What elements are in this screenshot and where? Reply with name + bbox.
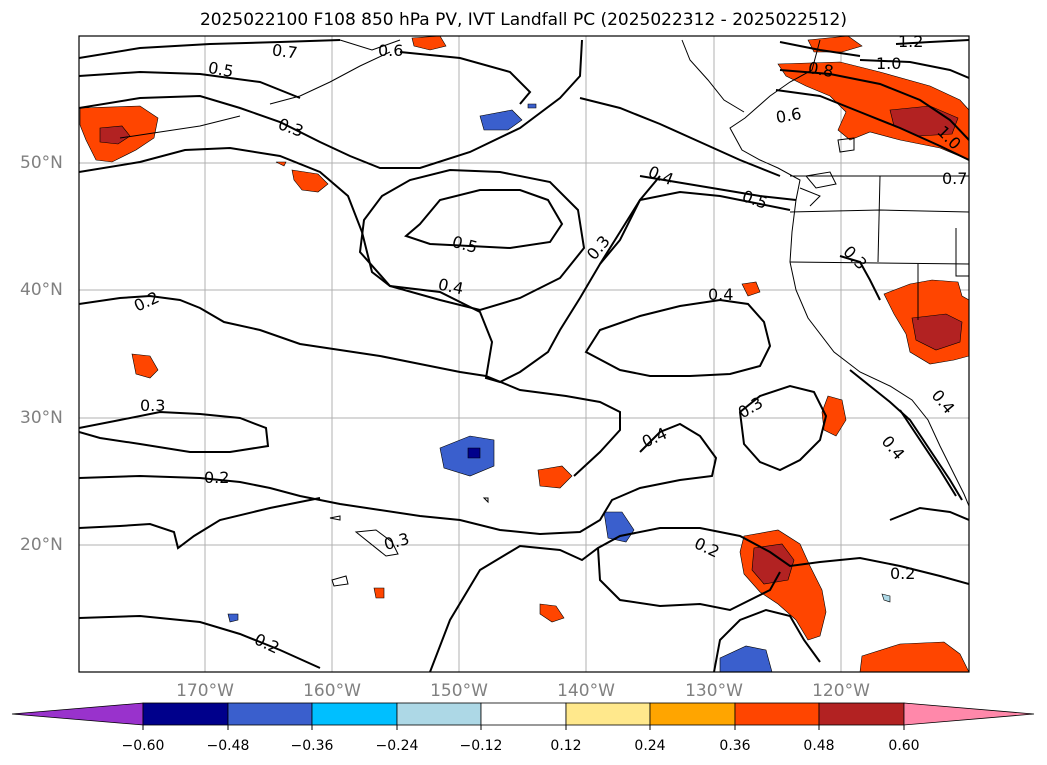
- colorbar-tick: 0.24: [634, 738, 666, 754]
- islands: [329, 137, 855, 587]
- contour-label: 0.6: [774, 103, 803, 128]
- contour-label: 1.2: [898, 32, 924, 51]
- contour-label: 0.6: [378, 41, 404, 60]
- colorbar-tick: 0.48: [803, 738, 835, 754]
- colorbar-tick: 0.36: [719, 738, 751, 754]
- map-frame: [78, 35, 970, 673]
- contour-label: 0.3: [140, 396, 166, 415]
- ivt-negative-patches: [227, 103, 891, 672]
- colorbar-tick: −0.48: [206, 738, 250, 754]
- contour-label: 0.7: [942, 169, 968, 188]
- lon-label: 170°W: [176, 681, 234, 701]
- contour-label: 0.4: [708, 285, 734, 304]
- lon-label: 120°W: [812, 681, 870, 701]
- colorbar-tick: −0.12: [459, 738, 503, 754]
- lon-label: 150°W: [430, 681, 488, 701]
- lat-label: 40°N: [20, 280, 63, 300]
- contour-label: 0.2: [204, 468, 230, 487]
- contour-label: 0.2: [890, 564, 916, 583]
- contour-label: 1.0: [876, 54, 902, 73]
- map-title: 2025022100 F108 850 hPa PV, IVT Landfall…: [199, 10, 847, 30]
- colorbar-tick: −0.60: [121, 738, 165, 754]
- gridlines: [79, 36, 969, 672]
- colorbar: [11, 702, 1035, 726]
- contour-label: 0.7: [270, 40, 299, 63]
- contour-label: 0.8: [806, 57, 835, 82]
- contour-label: 0.5: [206, 57, 235, 82]
- colorbar-tick: 0.60: [888, 738, 920, 754]
- lat-label: 20°N: [20, 535, 63, 555]
- coastline: [119, 39, 969, 507]
- colorbar-tick: 0.12: [550, 738, 582, 754]
- pv-contours: [79, 39, 969, 672]
- lat-label: 50°N: [20, 153, 63, 173]
- colorbar-tick: −0.36: [290, 738, 334, 754]
- lon-label: 160°W: [303, 681, 361, 701]
- lon-label: 130°W: [685, 681, 743, 701]
- lat-label: 30°N: [20, 408, 63, 428]
- ivt-positive-patches: [79, 36, 969, 672]
- lon-label: 140°W: [557, 681, 615, 701]
- patch-aleut: [291, 169, 329, 193]
- colorbar-tick: −0.24: [375, 738, 419, 754]
